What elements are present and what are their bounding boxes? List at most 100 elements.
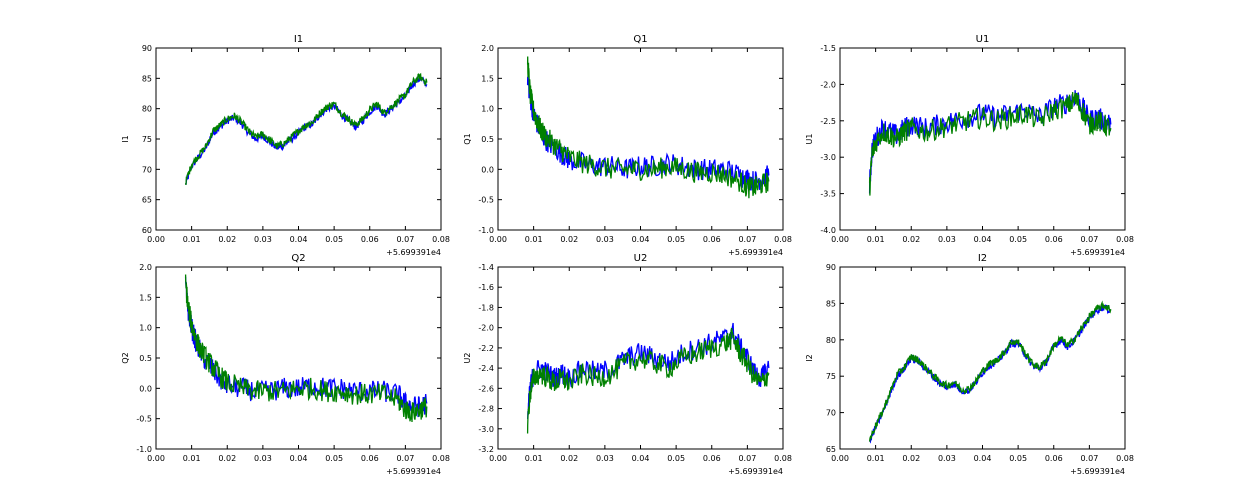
subplot-i2: I2 I2 0.00 0.01 0.02 0.03 0.04 0.05 0.06 0.07 0.08… <box>805 253 1134 476</box>
y-tick-label: -3.0 <box>478 425 494 434</box>
y-tick-label: 1.0 <box>481 105 494 114</box>
x-tick-label: 0.00 <box>147 454 165 463</box>
subplot-i1: I1 I1 0.00 0.01 0.02 0.03 0.04 0.05 0.06 0.07 0.08… <box>121 34 450 257</box>
plot-frame <box>155 47 442 231</box>
subplot-title: Q2 <box>291 253 305 264</box>
x-offset-label: +5.699391e4 <box>728 248 783 257</box>
x-tick-label: 0.05 <box>667 235 685 244</box>
subplot-title: I1 <box>294 34 303 45</box>
x-tick-label: 0.07 <box>1080 235 1098 244</box>
y-tick-label: 90 <box>142 44 152 53</box>
x-tick-label: 0.03 <box>254 235 272 244</box>
y-tick-label: 0.5 <box>139 354 152 363</box>
y-tick-label: 80 <box>826 336 836 345</box>
x-tick-label: 0.02 <box>902 454 920 463</box>
y-tick-label: 75 <box>826 372 836 381</box>
y-tick-label: -1.8 <box>478 303 494 312</box>
x-offset-label: +5.699391e4 <box>386 467 441 476</box>
x-tick-label: 0.05 <box>1009 454 1027 463</box>
x-tick-label: 0.08 <box>1116 454 1134 463</box>
series-line-2 <box>526 327 770 434</box>
x-tick-label: 0.08 <box>432 454 450 463</box>
x-tick-label: 0.06 <box>703 454 721 463</box>
y-tick-label: 2.0 <box>139 263 152 272</box>
x-tick-label: 0.00 <box>831 235 849 244</box>
x-tick-label: 0.08 <box>432 235 450 244</box>
series-line-2 <box>868 300 1112 442</box>
subplot-q2: Q2 Q2 0.00 0.01 0.02 0.03 0.04 0.05 0.06 0.07 0.08… <box>121 253 450 476</box>
x-tick-label: 0.06 <box>703 235 721 244</box>
x-tick-label: 0.05 <box>667 454 685 463</box>
y-tick-label: -2.0 <box>820 80 836 89</box>
y-tick-label: -2.2 <box>478 344 494 353</box>
y-tick-label: 0.5 <box>481 135 494 144</box>
plot-frame <box>839 266 1126 450</box>
plot-frame <box>497 47 784 231</box>
x-offset-label: +5.699391e4 <box>386 248 441 257</box>
series-line-1 <box>869 304 1112 444</box>
x-tick-label: 0.07 <box>396 454 414 463</box>
y-tick-label: 1.5 <box>139 293 152 302</box>
subplot-q1: Q1 Q1 0.00 0.01 0.02 0.03 0.04 0.05 0.06 0.07 0.08… <box>463 34 792 257</box>
y-tick-label: 85 <box>826 299 836 308</box>
x-tick-label: 0.06 <box>361 235 379 244</box>
y-tick-label: -2.5 <box>820 117 836 126</box>
x-tick-label: 0.04 <box>974 454 992 463</box>
series-line-2 <box>526 56 770 199</box>
y-tick-label: -4.0 <box>820 226 836 235</box>
y-tick-label: 70 <box>826 409 836 418</box>
y-tick-label: -2.8 <box>478 405 494 414</box>
x-tick-label: 0.07 <box>396 235 414 244</box>
x-tick-label: 0.01 <box>525 235 543 244</box>
x-tick-label: 0.00 <box>489 235 507 244</box>
y-tick-label: 0.0 <box>139 384 152 393</box>
x-tick-label: 0.02 <box>218 454 236 463</box>
subplot-u1: U1 U1 0.00 0.01 0.02 0.03 0.04 0.05 0.06 0.07 0.08… <box>805 34 1134 257</box>
x-tick-label: 0.00 <box>147 235 165 244</box>
x-tick-label: 0.03 <box>254 454 272 463</box>
x-tick-label: 0.06 <box>1045 235 1063 244</box>
x-tick-label: 0.08 <box>774 454 792 463</box>
x-tick-label: 0.02 <box>902 235 920 244</box>
y-axis-label: Q1 <box>463 133 472 144</box>
y-tick-label: -0.5 <box>478 196 494 205</box>
y-tick-label: 75 <box>142 135 152 144</box>
y-tick-label: 70 <box>142 165 152 174</box>
x-tick-label: 0.01 <box>183 454 201 463</box>
series-line-1 <box>868 90 1112 194</box>
subplot-title: U1 <box>976 34 990 45</box>
plot-frame <box>155 266 442 450</box>
y-tick-label: -0.5 <box>136 415 152 424</box>
y-tick-label: 85 <box>142 74 152 83</box>
series-line-2 <box>184 274 428 423</box>
x-tick-label: 0.03 <box>596 454 614 463</box>
x-tick-label: 0.06 <box>361 454 379 463</box>
x-tick-label: 0.04 <box>632 235 650 244</box>
y-tick-label: -3.5 <box>820 190 836 199</box>
x-tick-label: 0.04 <box>974 235 992 244</box>
y-tick-label: -1.4 <box>478 263 494 272</box>
x-tick-label: 0.01 <box>183 235 201 244</box>
x-tick-label: 0.02 <box>560 235 578 244</box>
x-tick-label: 0.08 <box>774 235 792 244</box>
series-line-2 <box>184 72 428 185</box>
x-tick-label: 0.00 <box>831 454 849 463</box>
series-line-2 <box>868 92 1112 196</box>
y-axis-label: Q2 <box>121 352 130 363</box>
y-tick-label: -1.0 <box>478 226 494 235</box>
y-tick-label: -3.2 <box>478 445 494 454</box>
series-line-1 <box>184 75 428 185</box>
y-tick-label: -1.0 <box>136 445 152 454</box>
x-tick-label: 0.05 <box>1009 235 1027 244</box>
x-tick-label: 0.03 <box>938 454 956 463</box>
x-tick-label: 0.06 <box>1045 454 1063 463</box>
x-tick-label: 0.07 <box>1080 454 1098 463</box>
y-tick-label: -1.6 <box>478 283 494 292</box>
y-tick-label: 1.5 <box>481 74 494 83</box>
y-tick-label: 0.0 <box>481 165 494 174</box>
x-tick-label: 0.04 <box>290 235 308 244</box>
x-tick-label: 0.00 <box>489 454 507 463</box>
y-tick-label: -3.0 <box>820 153 836 162</box>
y-tick-label: 90 <box>826 263 836 272</box>
